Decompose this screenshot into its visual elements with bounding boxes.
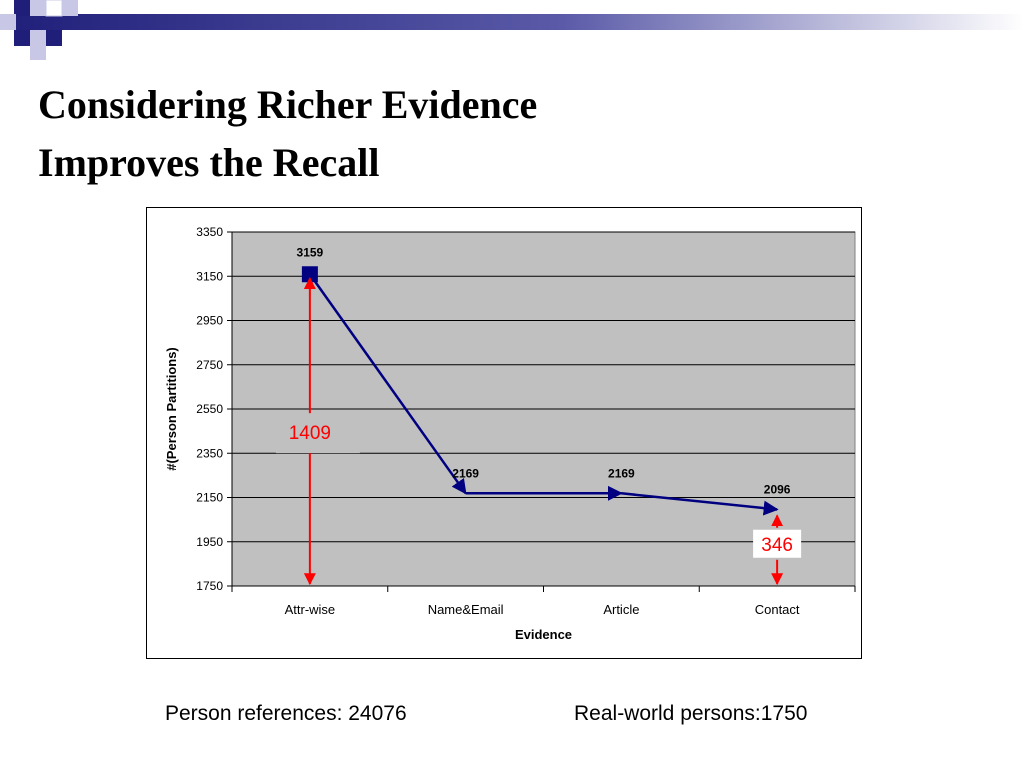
series-line-segment	[621, 492, 779, 516]
annotation-label-bg	[753, 529, 802, 558]
chart-frame: 1750 1950 2150 2350 2550 2750 2950 3150 3350 Attr…	[146, 207, 862, 659]
y-tick-label: 2350	[196, 446, 223, 460]
y-tick-label: 2150	[196, 491, 223, 505]
recall-line-chart: 1750 1950 2150 2350 2550 2750 2950 3150 3350 Attr…	[164, 225, 856, 642]
data-label: 2169	[452, 466, 479, 480]
slide-title: Considering Richer Evidence Improves the…	[38, 76, 537, 192]
slide-title-line-1: Considering Richer Evidence	[38, 82, 538, 127]
data-label: 2096	[764, 482, 791, 496]
y-tick-label: 1950	[196, 535, 223, 549]
annotation-label: 346	[761, 535, 793, 556]
header-decoration	[0, 0, 1024, 60]
y-tick-label: 3150	[196, 269, 223, 283]
x-tick-label: Name&Email	[428, 602, 504, 617]
y-tick-label: 2950	[196, 314, 223, 328]
y-tick-label: 2550	[196, 402, 223, 416]
annotation-label-bg	[275, 413, 360, 454]
y-tick-label: 2750	[196, 358, 223, 372]
footer-real-world-persons: Real-world persons:1750	[574, 702, 808, 725]
y-axis-title: #(Person Partitions)	[164, 347, 179, 471]
x-tick-label: Contact	[755, 602, 800, 617]
x-tick-label: Article	[603, 602, 639, 617]
annotation-label: 1409	[289, 423, 331, 444]
slide-title-line-2: Improves the Recall	[38, 140, 380, 185]
x-axis-title: Evidence	[515, 627, 572, 642]
series-line-segment	[308, 273, 467, 495]
footer-person-references: Person references: 24076	[165, 702, 407, 725]
y-tick-label: 1750	[196, 579, 223, 593]
y-tick-label: 3350	[196, 225, 223, 239]
data-label: 2169	[608, 466, 635, 480]
data-label: 3159	[297, 245, 324, 259]
x-tick-label: Attr-wise	[285, 602, 336, 617]
